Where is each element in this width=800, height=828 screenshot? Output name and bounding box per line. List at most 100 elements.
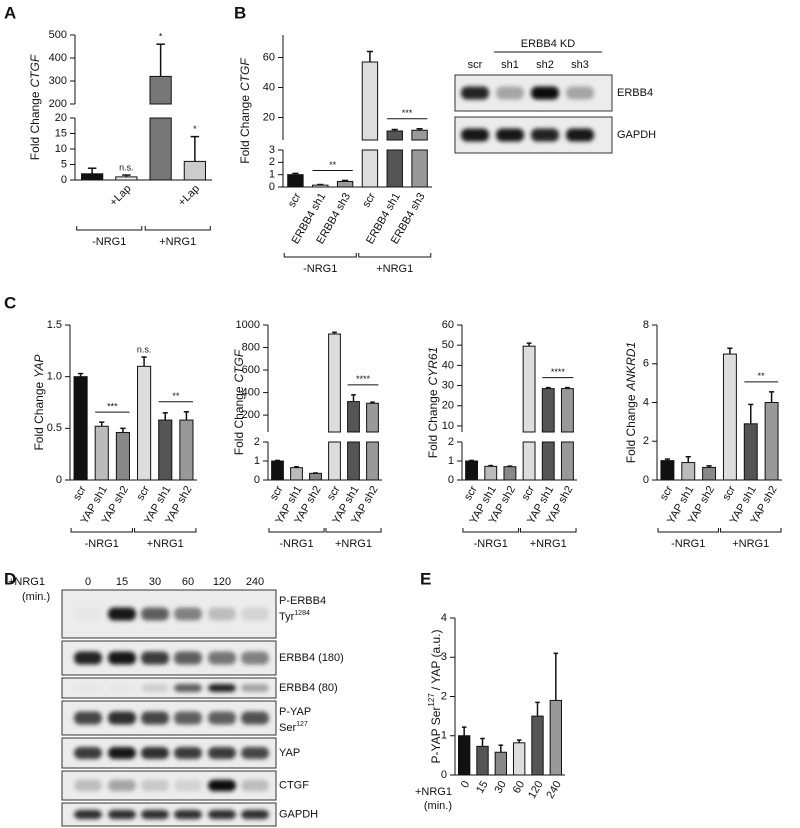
bar	[702, 466, 717, 481]
y-axis-label: Fold Change CYR61	[426, 347, 440, 458]
panel-letter: C	[4, 293, 16, 312]
x-tick-label: +Lap	[176, 183, 202, 209]
group-label: +NRG1	[376, 263, 413, 275]
y-label-gene: CTGF	[28, 54, 42, 87]
bar	[312, 184, 329, 188]
bar	[149, 117, 172, 181]
bar	[503, 466, 517, 481]
panel-letter: B	[234, 3, 246, 22]
bar	[522, 345, 536, 433]
y-tick-label: 20	[55, 112, 67, 124]
row-label: ERBB4 (180)	[279, 652, 344, 664]
bar	[494, 751, 508, 776]
y-tick-label: 50	[442, 339, 454, 351]
significance-label: *	[159, 32, 163, 42]
lane-label: scr	[468, 59, 483, 71]
y-tick-label: 40	[263, 81, 275, 93]
y-label-text: Fold Change	[28, 91, 42, 160]
y-tick-label: 500	[49, 29, 67, 41]
bar	[411, 149, 428, 188]
y-tick-label: 2	[441, 690, 447, 702]
row-label: GAPDH	[617, 129, 656, 141]
blot-band	[208, 607, 236, 621]
y-label-text: Fold Change	[426, 389, 440, 458]
y-tick-label: 40	[442, 359, 454, 371]
blot-band	[208, 779, 236, 792]
panel-letter: A	[4, 3, 16, 22]
y-tick-label: 1	[448, 455, 454, 467]
blot-band	[74, 608, 102, 621]
y-tick-label: 600	[242, 364, 260, 376]
blot-band	[208, 711, 236, 725]
bar	[764, 402, 779, 481]
blot-band	[74, 651, 102, 665]
blot-header: ERBB4 KD	[521, 38, 575, 50]
y-tick-label: 20	[442, 400, 454, 412]
y-label-end: / YAP (a.u.)	[429, 630, 443, 691]
x-tick-label: scr	[71, 484, 89, 503]
blot-band	[108, 809, 136, 820]
y-label-gene: CTGF	[238, 58, 252, 91]
row-label: ERBB4	[617, 87, 653, 99]
bar	[336, 180, 354, 188]
blot-band	[108, 607, 136, 621]
blot-band	[108, 747, 136, 759]
row-label: P-ERBB4	[279, 595, 326, 607]
blot-band	[208, 809, 236, 820]
blot-band	[141, 779, 169, 792]
group-line	[283, 253, 357, 258]
bar	[743, 423, 758, 481]
blot-header: +NRG1	[8, 576, 45, 588]
bar	[549, 699, 563, 776]
bar	[81, 173, 104, 181]
blot-band	[241, 747, 269, 759]
y-axis-label: Fold Change ANKRD1	[624, 342, 638, 463]
y-tick-label: 1000	[236, 319, 260, 331]
y-tick-label: 0	[269, 181, 275, 193]
x-tick-label: 30	[492, 779, 509, 796]
y-label-gene: CTGF	[232, 349, 246, 382]
blot-band	[208, 747, 236, 759]
bar	[522, 441, 536, 481]
blot-band	[566, 86, 594, 100]
blot-band	[174, 779, 202, 792]
bar	[328, 333, 341, 433]
y-tick-label: 2	[448, 436, 454, 448]
blot-band	[74, 779, 102, 792]
blot-band	[208, 651, 236, 665]
bar	[366, 441, 379, 481]
group-label: +NRG1	[530, 538, 567, 550]
y-axis-label: Fold Change CTGF	[238, 58, 252, 164]
bar	[347, 401, 360, 433]
significance-label: **	[329, 160, 337, 170]
bar	[149, 75, 172, 105]
lane-label: 240	[246, 576, 264, 588]
blot-band	[108, 779, 136, 792]
y-tick-label: 400	[242, 386, 260, 398]
blot-band	[241, 684, 269, 692]
blot-band	[174, 809, 202, 820]
x-tick-label: scr	[658, 484, 676, 503]
significance-label: n.s.	[137, 344, 152, 354]
x-tick-label: scr	[268, 484, 286, 503]
group-label: +NRG1	[335, 538, 372, 550]
group-label: -NRG1	[474, 538, 508, 550]
group-line	[519, 528, 577, 533]
y-axis-label: P-YAP Ser127 / YAP (a.u.)	[427, 630, 443, 764]
significance-label: ***	[107, 402, 118, 412]
lane-label: sh3	[571, 59, 589, 71]
y-tick-label: 4	[441, 612, 447, 624]
blot-band	[241, 711, 269, 725]
blot-band	[108, 711, 136, 725]
y-tick-label: 1.0	[47, 371, 62, 383]
panel-letter: D	[4, 569, 16, 588]
blot-band	[566, 128, 594, 142]
significance-label: *	[193, 124, 197, 134]
bar	[115, 176, 138, 181]
row-label: GAPDH	[279, 808, 318, 820]
y-tick-label: 2	[269, 156, 275, 168]
bar	[183, 160, 206, 181]
significance-label: **	[172, 391, 180, 401]
bar	[361, 61, 379, 141]
